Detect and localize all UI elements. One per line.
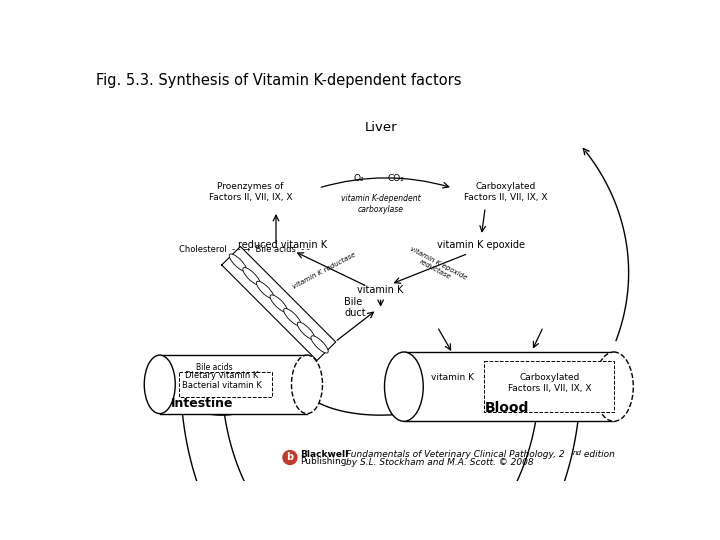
Text: Carboxylated
Factors II, VII, IX, X: Carboxylated Factors II, VII, IX, X bbox=[464, 182, 548, 201]
Text: Fig. 5.3. Synthesis of Vitamin K-dependent factors: Fig. 5.3. Synthesis of Vitamin K-depende… bbox=[96, 72, 462, 87]
Text: CO₂: CO₂ bbox=[387, 174, 405, 183]
Text: by S.L. Stockham and M.A. Scott. © 2008: by S.L. Stockham and M.A. Scott. © 2008 bbox=[346, 457, 534, 467]
Text: Blood: Blood bbox=[485, 401, 529, 415]
Ellipse shape bbox=[311, 336, 328, 353]
Text: Carboxylated
Factors II, VII, IX, X: Carboxylated Factors II, VII, IX, X bbox=[508, 373, 591, 393]
Text: Proenzymes of
Factors II, VII, IX, X: Proenzymes of Factors II, VII, IX, X bbox=[209, 182, 292, 201]
Bar bbox=[160, 355, 307, 414]
Text: vitamin K-dependent
carboxylase: vitamin K-dependent carboxylase bbox=[341, 194, 420, 213]
Text: vitamin K reductase: vitamin K reductase bbox=[292, 251, 356, 289]
Text: Intestine: Intestine bbox=[171, 397, 233, 410]
Ellipse shape bbox=[144, 355, 175, 414]
Text: reduced vitamin K: reduced vitamin K bbox=[238, 240, 327, 251]
Ellipse shape bbox=[292, 355, 323, 414]
Text: Bile acids: Bile acids bbox=[196, 363, 233, 372]
Text: O₂: O₂ bbox=[354, 174, 364, 183]
Text: vitamin K epoxide
reductase: vitamin K epoxide reductase bbox=[405, 246, 467, 287]
Text: Publishing: Publishing bbox=[300, 457, 346, 466]
Ellipse shape bbox=[270, 295, 287, 312]
Ellipse shape bbox=[595, 352, 634, 421]
Text: edition: edition bbox=[580, 450, 614, 459]
Text: vitamin K: vitamin K bbox=[431, 373, 474, 382]
Text: vitamin K: vitamin K bbox=[357, 285, 404, 295]
Ellipse shape bbox=[284, 308, 301, 326]
Bar bbox=[484, 361, 614, 412]
Text: Bile
duct: Bile duct bbox=[344, 296, 366, 318]
Circle shape bbox=[283, 450, 297, 464]
Ellipse shape bbox=[384, 352, 423, 421]
Text: b: b bbox=[287, 453, 294, 462]
Text: vitamin K epoxide: vitamin K epoxide bbox=[437, 240, 526, 251]
Ellipse shape bbox=[297, 322, 315, 340]
Bar bbox=[179, 372, 272, 397]
Text: Blackwell: Blackwell bbox=[300, 450, 348, 459]
Bar bbox=[404, 352, 614, 421]
Ellipse shape bbox=[229, 254, 246, 271]
Text: Liver: Liver bbox=[364, 122, 397, 134]
Text: Fundamentals of Veterinary Clinical Pathology, 2: Fundamentals of Veterinary Clinical Path… bbox=[346, 450, 564, 459]
Ellipse shape bbox=[256, 281, 274, 299]
Text: Dietary vitamin K
Bacterial vitamin K: Dietary vitamin K Bacterial vitamin K bbox=[182, 371, 261, 390]
Text: nd: nd bbox=[573, 450, 582, 456]
Text: Cholesterol  - - →  Bile acids  - -: Cholesterol - - → Bile acids - - bbox=[179, 245, 310, 254]
Ellipse shape bbox=[243, 268, 260, 285]
